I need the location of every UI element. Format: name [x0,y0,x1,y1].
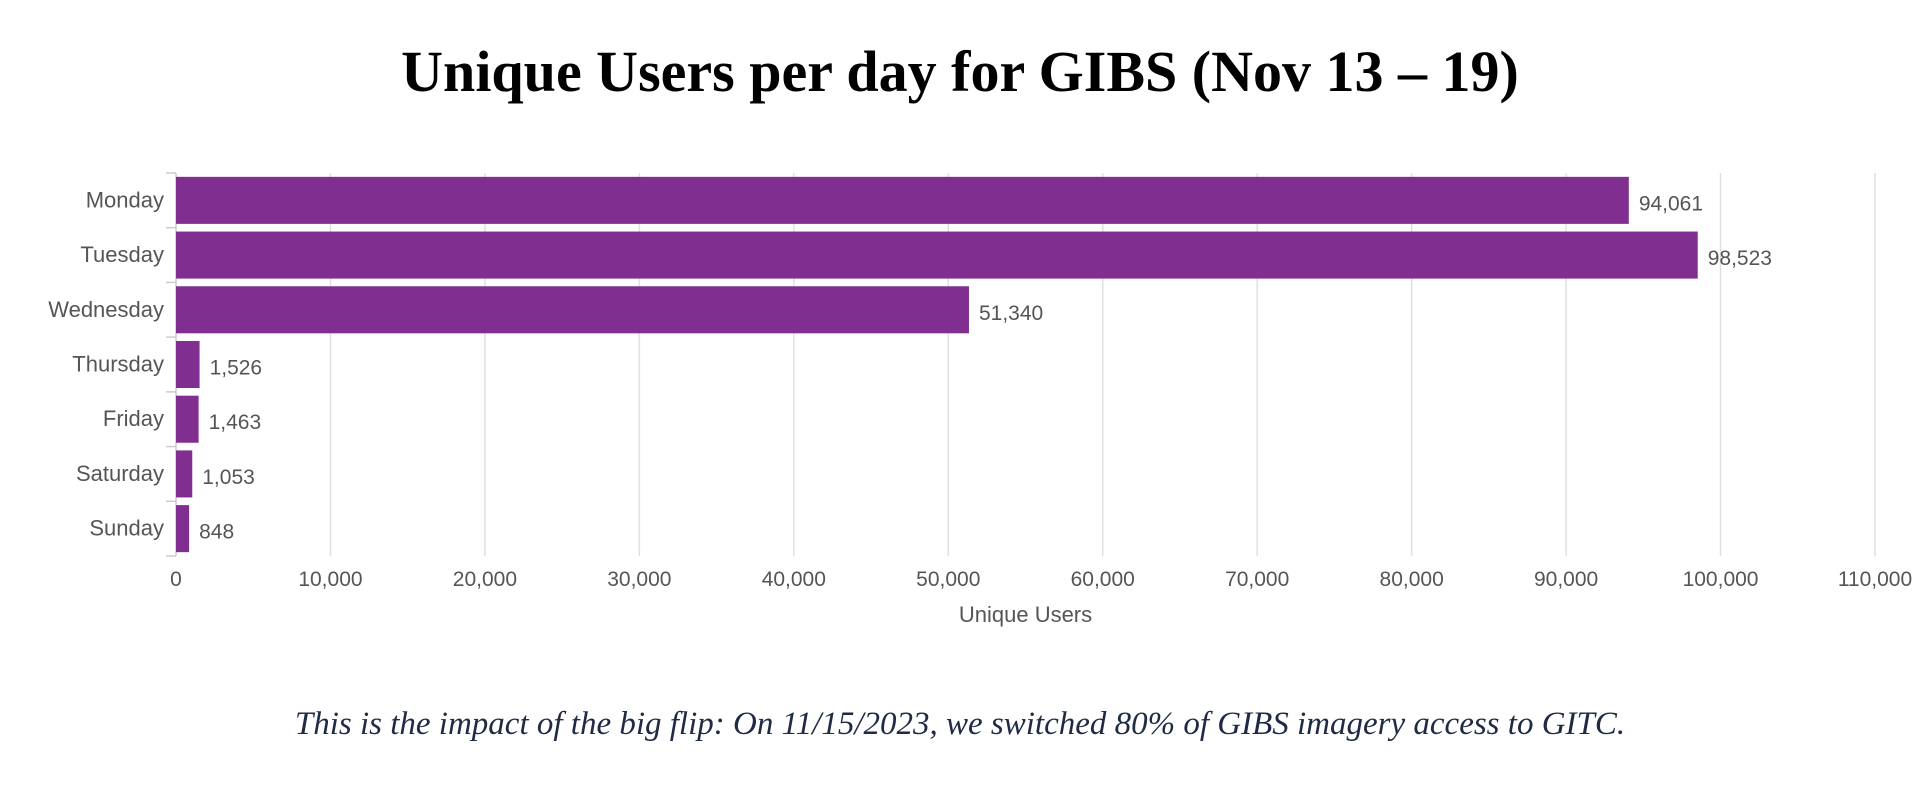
data-label: 51,340 [979,302,1043,325]
category-label: Wednesday [48,297,164,322]
bar [176,450,193,498]
category-label: Saturday [76,461,164,486]
bar [176,505,190,553]
data-label: 1,053 [202,466,255,489]
x-tick-label: 0 [170,568,182,591]
bar [176,395,199,443]
x-tick-label: 90,000 [1534,568,1598,591]
x-tick-label: 30,000 [607,568,671,591]
page-title: Unique Users per day for GIBS (Nov 13 – … [401,39,1519,104]
category-label: Sunday [89,516,164,541]
data-label: 1,526 [210,357,263,380]
x-tick-label: 80,000 [1380,568,1444,591]
x-tick-label: 110,000 [1838,568,1912,591]
x-tick-label: 70,000 [1225,568,1289,591]
x-tick-label: 20,000 [453,568,517,591]
data-label: 848 [199,521,234,544]
bar [176,340,200,389]
x-tick-label: 50,000 [916,568,980,591]
category-label: Tuesday [80,242,164,267]
bar [176,286,969,334]
caption: This is the impact of the big flip: On 1… [294,706,1626,742]
data-label: 98,523 [1708,247,1772,270]
data-label: 94,061 [1639,192,1703,215]
category-label: Friday [103,406,164,431]
x-tick-label: 100,000 [1683,568,1759,591]
data-label: 1,463 [209,411,262,434]
category-label: Thursday [72,352,164,377]
category-label: Monday [86,187,164,212]
bar [176,176,1629,224]
x-tick-label: 60,000 [1071,568,1135,591]
x-tick-label: 10,000 [298,568,362,591]
x-axis-title: Unique Users [959,602,1092,627]
bar [176,231,1698,279]
x-tick-label: 40,000 [762,568,826,591]
